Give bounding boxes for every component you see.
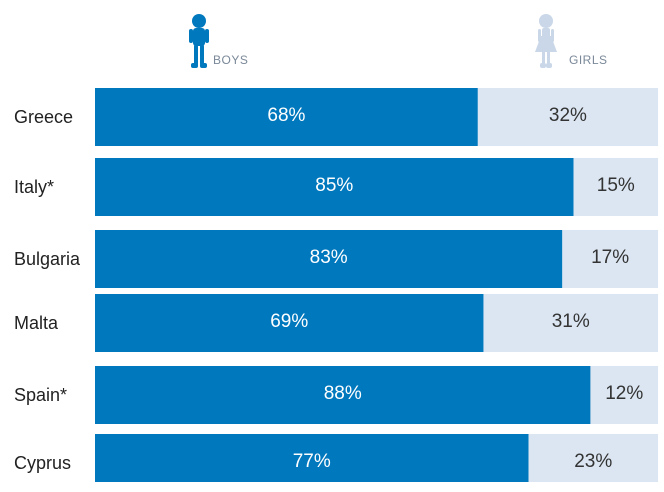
boys-value-label: 83% bbox=[309, 247, 348, 268]
boys-value-label: 77% bbox=[292, 451, 331, 472]
category-label: Cyprus bbox=[14, 453, 72, 473]
girls-value-label: 17% bbox=[591, 247, 630, 268]
chart-area bbox=[95, 14, 658, 482]
girls-bar bbox=[483, 294, 658, 352]
boys-bar bbox=[95, 294, 484, 352]
boy-figure-icon bbox=[189, 14, 209, 68]
boys-bar bbox=[95, 366, 591, 424]
girls-value-label: 31% bbox=[551, 311, 590, 332]
boys-bar bbox=[95, 434, 529, 482]
boys-bar bbox=[95, 158, 574, 216]
boys-value-label: 85% bbox=[315, 175, 354, 196]
category-label: Greece bbox=[14, 107, 74, 127]
girls-value-label: 12% bbox=[605, 383, 644, 404]
legend-boys: BOYS bbox=[213, 53, 249, 67]
category-label: Bulgaria bbox=[14, 249, 81, 269]
boys-value-label: 69% bbox=[270, 311, 309, 332]
category-label: Spain* bbox=[14, 385, 68, 405]
girls-bar bbox=[562, 230, 658, 288]
legend-girls: GIRLS bbox=[569, 53, 608, 67]
category-label: Malta bbox=[14, 313, 59, 333]
girls-bar bbox=[477, 88, 658, 146]
boys-value-label: 68% bbox=[267, 105, 306, 126]
girl-figure-icon bbox=[535, 14, 557, 68]
boys-bar bbox=[95, 230, 563, 288]
girls-bar bbox=[528, 434, 658, 482]
boys-bar bbox=[95, 88, 478, 146]
girls-value-label: 32% bbox=[548, 105, 587, 126]
girls-bar bbox=[590, 366, 658, 424]
girls-value-label: 15% bbox=[596, 175, 635, 196]
boys-value-label: 88% bbox=[323, 383, 362, 404]
girls-value-label: 23% bbox=[574, 451, 613, 472]
category-label: Italy* bbox=[14, 177, 55, 197]
girls-bar bbox=[573, 158, 658, 216]
